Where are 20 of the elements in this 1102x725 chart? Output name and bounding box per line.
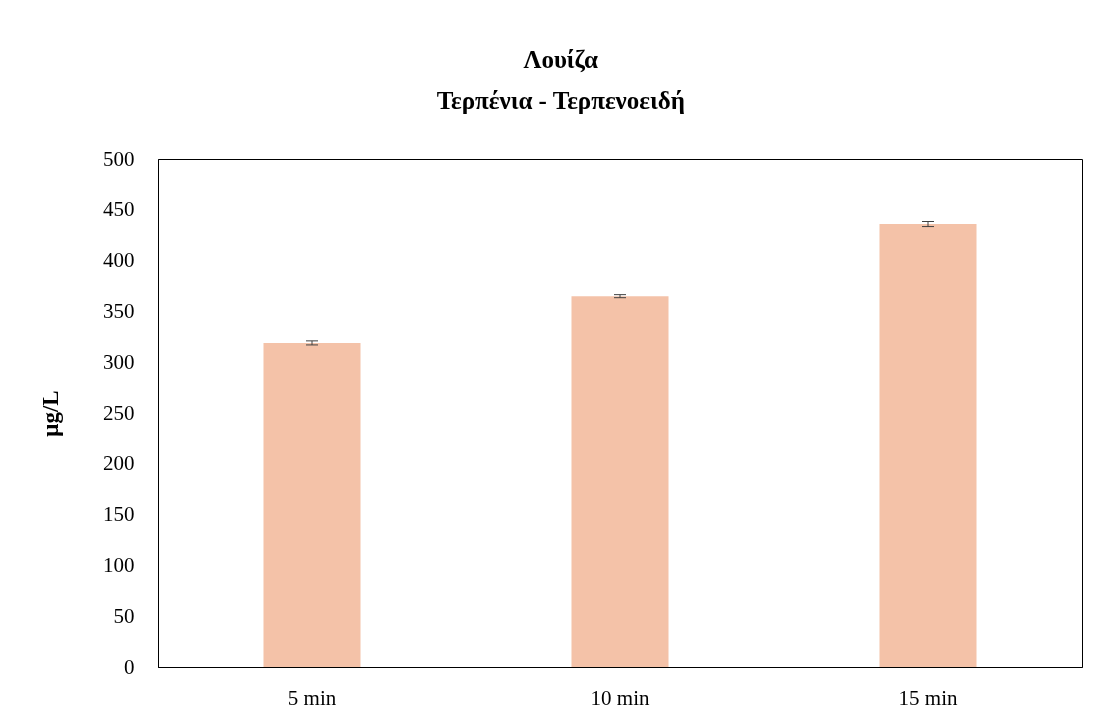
chart-title: Λουίζα	[523, 46, 599, 73]
y-tick-label: 50	[113, 603, 135, 628]
bar	[263, 342, 361, 667]
y-tick-label: 0	[124, 654, 135, 679]
y-tick-label: 350	[103, 298, 135, 323]
x-tick-label: 10 min	[590, 685, 650, 710]
x-tick-label: 5 min	[287, 685, 337, 710]
y-tick-label: 450	[103, 197, 135, 222]
y-tick-label: 500	[103, 146, 135, 171]
y-axis-title: μg/L	[38, 390, 63, 437]
x-tick-label: 15 min	[898, 685, 958, 710]
bar	[571, 296, 669, 667]
y-tick-label: 200	[103, 451, 135, 476]
chart-subtitle: Τερπένια - Τερπενοειδή	[436, 87, 685, 114]
y-tick-label: 400	[103, 248, 135, 273]
y-tick-label: 250	[103, 400, 135, 425]
y-tick-label: 150	[103, 502, 135, 527]
y-tick-label: 100	[103, 552, 135, 577]
bar	[879, 224, 977, 667]
y-tick-label: 300	[103, 349, 135, 374]
